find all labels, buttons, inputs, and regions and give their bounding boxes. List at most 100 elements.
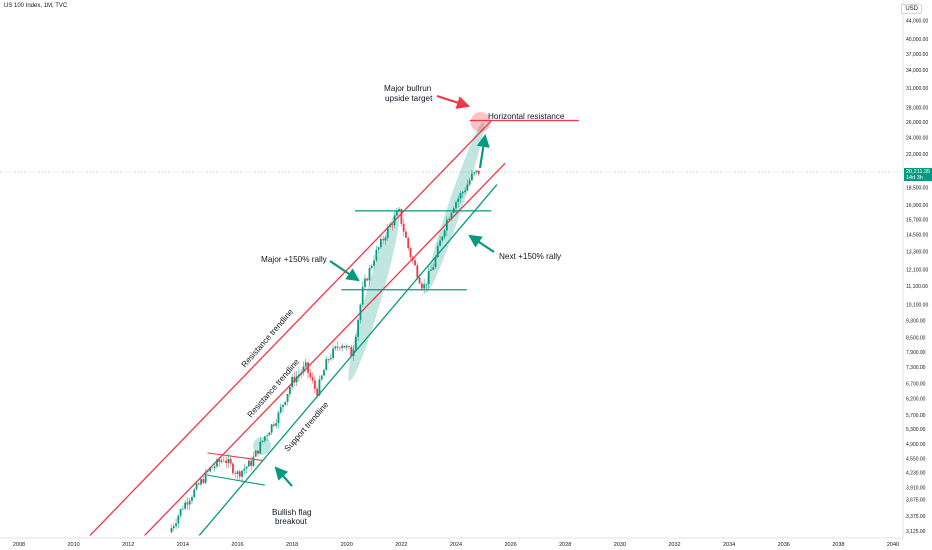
y-tick-label: 22,000.00	[906, 152, 928, 158]
candle-body	[257, 450, 259, 454]
candle-body	[307, 362, 309, 373]
y-tick-label: 15,700.00	[906, 217, 928, 223]
x-tick-label: 2020	[341, 542, 353, 548]
candle-body	[370, 265, 373, 268]
candle-body	[427, 270, 430, 285]
candle-body	[250, 460, 253, 466]
candle-body	[384, 237, 387, 241]
candle-body	[332, 348, 334, 358]
candle-body	[218, 459, 221, 462]
x-tick-label: 2034	[723, 542, 735, 548]
y-tick-label: 3,125.00	[906, 529, 926, 535]
candle-body	[350, 346, 353, 356]
candle-body	[382, 238, 385, 241]
rally-zone-ellipse	[425, 121, 485, 294]
candle-body	[459, 193, 462, 199]
x-tick-label: 2032	[668, 542, 680, 548]
candle-body	[400, 208, 403, 224]
candle-body	[409, 247, 412, 257]
candle-body	[282, 404, 284, 408]
y-tick-label: 37,000.00	[906, 52, 928, 58]
candle-body	[311, 377, 314, 381]
candle-body	[377, 247, 380, 250]
y-tick-label: 40,000.00	[906, 37, 928, 43]
candle-body	[354, 336, 357, 350]
y-tick-label: 34,000.00	[906, 68, 928, 74]
resistance-trendline	[144, 162, 506, 536]
candle-body	[236, 471, 239, 474]
candle-body	[455, 202, 457, 209]
x-tick-label: 2040	[887, 542, 899, 548]
x-tick-label: 2010	[68, 542, 80, 548]
candle-body	[466, 184, 469, 191]
candle-body	[220, 460, 223, 462]
x-tick-label: 2018	[286, 542, 298, 548]
candle-body	[270, 424, 273, 433]
candle-body	[213, 466, 216, 468]
candle-body	[195, 483, 198, 490]
candle-body	[445, 219, 448, 231]
candle-body	[464, 190, 467, 193]
candle-body	[475, 170, 478, 173]
candle-body	[191, 497, 193, 501]
candle-body	[366, 278, 369, 281]
resistance-trendline	[89, 120, 492, 536]
y-tick-label: 7,900.00	[906, 350, 926, 356]
y-tick-label: 6,700.00	[906, 382, 926, 388]
candle-body	[434, 257, 437, 268]
breakout-circle	[253, 436, 272, 455]
annotation-target-line2: upside target	[385, 94, 433, 103]
candle-body	[184, 502, 187, 509]
candle-body	[245, 466, 248, 469]
y-tick-label: 5,300.00	[906, 427, 926, 433]
annotation-flag-line2: breakout	[275, 517, 308, 526]
candle-body	[309, 372, 312, 378]
candle-body	[450, 212, 453, 219]
red-arrow	[436, 94, 471, 109]
candle-body	[298, 374, 300, 377]
annotation-target-line1: Major bullrun	[384, 84, 432, 93]
candle-body	[323, 370, 325, 376]
annotation-next-rally: Next +150% rally	[499, 252, 562, 261]
x-tick-label: 2016	[231, 542, 243, 548]
candle-body	[261, 440, 264, 442]
y-tick-label: 16,900.00	[906, 203, 928, 209]
candle-body	[441, 236, 444, 241]
candle-body	[181, 508, 184, 510]
x-tick-label: 2012	[122, 542, 134, 548]
candle-body	[300, 372, 303, 375]
candle-body	[341, 345, 344, 349]
chart-title: US 100 Index, 1M, TVC	[4, 3, 68, 9]
candle-body	[216, 459, 218, 467]
candle-body	[284, 401, 287, 405]
candle-body	[241, 470, 243, 477]
candle-body	[263, 436, 266, 441]
candle-body	[320, 375, 323, 380]
candle-body	[286, 394, 289, 402]
candle-body	[357, 319, 360, 337]
candle-body	[411, 256, 414, 261]
y-tick-label: 44,000.00	[906, 18, 928, 24]
y-tick-label: 10,100.00	[906, 302, 928, 308]
candle-body	[193, 489, 196, 498]
candle-body	[211, 467, 214, 469]
x-tick-label: 2030	[614, 542, 626, 548]
x-tick-label: 2026	[505, 542, 517, 548]
annotation-major-rally: Major +150% rally	[261, 255, 328, 264]
candle-body	[327, 359, 330, 360]
candle-body	[252, 456, 255, 466]
candle-body	[430, 269, 432, 271]
candle-body	[379, 238, 382, 248]
currency-badge[interactable]: USD	[901, 4, 922, 14]
candle-body	[186, 502, 189, 505]
candle-body	[170, 528, 173, 533]
candle-body	[448, 218, 451, 220]
candle-body	[179, 509, 182, 516]
candle-body	[273, 424, 275, 426]
candle-body	[373, 260, 375, 266]
candle-body	[302, 366, 305, 373]
candle-body	[443, 230, 446, 237]
candle-body	[313, 380, 316, 389]
candle-body	[375, 249, 378, 261]
